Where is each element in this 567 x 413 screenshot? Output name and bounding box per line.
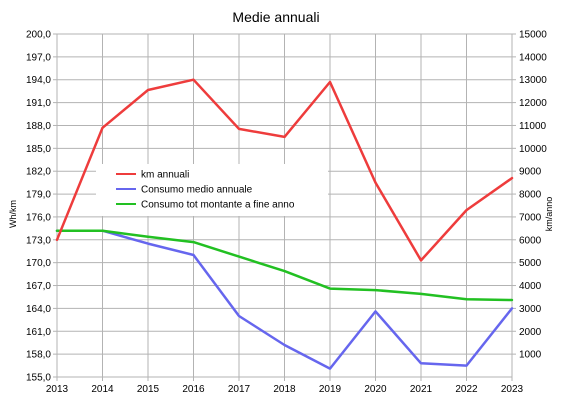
y-tick-label: 173,0	[26, 235, 51, 246]
y2-tick-label: 5000	[519, 258, 542, 269]
chart-title: Medie annuali	[232, 9, 319, 25]
y-tick-label: 158,0	[26, 350, 51, 361]
legend-label: Consumo medio annuale	[141, 185, 253, 196]
y-tick-label: 185,0	[26, 144, 51, 155]
y2-tick-label: 4000	[519, 281, 542, 292]
y-tick-label: 164,0	[26, 304, 51, 315]
y-tick-label: 161,0	[26, 327, 51, 338]
y2-tick-label: 1000	[519, 350, 542, 361]
series-layer	[55, 78, 514, 370]
y2-tick-label: 11000	[519, 121, 547, 132]
y2-tick-label: 8000	[519, 190, 542, 201]
x-tick-label: 2021	[410, 384, 433, 395]
series-line-1	[55, 78, 514, 262]
y-tick-label: 176,0	[26, 212, 51, 223]
y2-tick-label: 13000	[519, 75, 547, 86]
y-tick-label: 191,0	[26, 98, 51, 109]
y-tick-label: 170,0	[26, 258, 51, 269]
x-tick-label: 2014	[91, 384, 114, 395]
y2-tick-label: 6000	[519, 235, 542, 246]
y-tick-label: 179,0	[26, 190, 51, 201]
x-tick-label: 2022	[455, 384, 478, 395]
y2-tick-label: 14000	[519, 52, 547, 63]
y-tick-label: 167,0	[26, 281, 51, 292]
series-line-2	[55, 229, 514, 370]
y2-tick-label: 3000	[519, 304, 542, 315]
y2-tick-label: 15000	[519, 30, 547, 41]
y2-tick-label: 2000	[519, 327, 542, 338]
x-tick-label: 2013	[46, 384, 69, 395]
y2-tick-label: 7000	[519, 212, 542, 223]
legend-label: Consumo tot montante a fine anno	[141, 200, 295, 211]
y2-axis-label: km/anno	[544, 197, 554, 232]
x-tick-label: 2019	[319, 384, 342, 395]
y-tick-label: 182,0	[26, 167, 51, 178]
y-tick-label: 188,0	[26, 121, 51, 132]
legend: km annuali Consumo medio annuale Consumo t…	[96, 164, 328, 216]
y-tick-label: 200,0	[26, 30, 51, 41]
y-tick-label: 155,0	[26, 373, 51, 384]
x-tick-label: 2017	[228, 384, 251, 395]
y2-tick-label: 9000	[519, 167, 542, 178]
axes: 155,0 158,0 161,0 164,0 167,0 170,0 173,0 176,0…	[26, 30, 547, 396]
x-tick-label: 2020	[364, 384, 387, 395]
y-axis-label: Wh/km	[8, 200, 18, 228]
y-tick-label: 194,0	[26, 75, 51, 86]
y2-tick-label: 10000	[519, 144, 547, 155]
y2-tick-label: 12000	[519, 98, 547, 109]
x-tick-label: 2015	[137, 384, 160, 395]
y-tick-label: 197,0	[26, 52, 51, 63]
x-tick-label: 2023	[501, 384, 524, 395]
plot-border	[56, 33, 513, 378]
legend-label: km annuali	[141, 170, 189, 181]
x-tick-label: 2016	[182, 384, 205, 395]
series-line-3	[55, 229, 514, 302]
x-tick-label: 2018	[273, 384, 296, 395]
